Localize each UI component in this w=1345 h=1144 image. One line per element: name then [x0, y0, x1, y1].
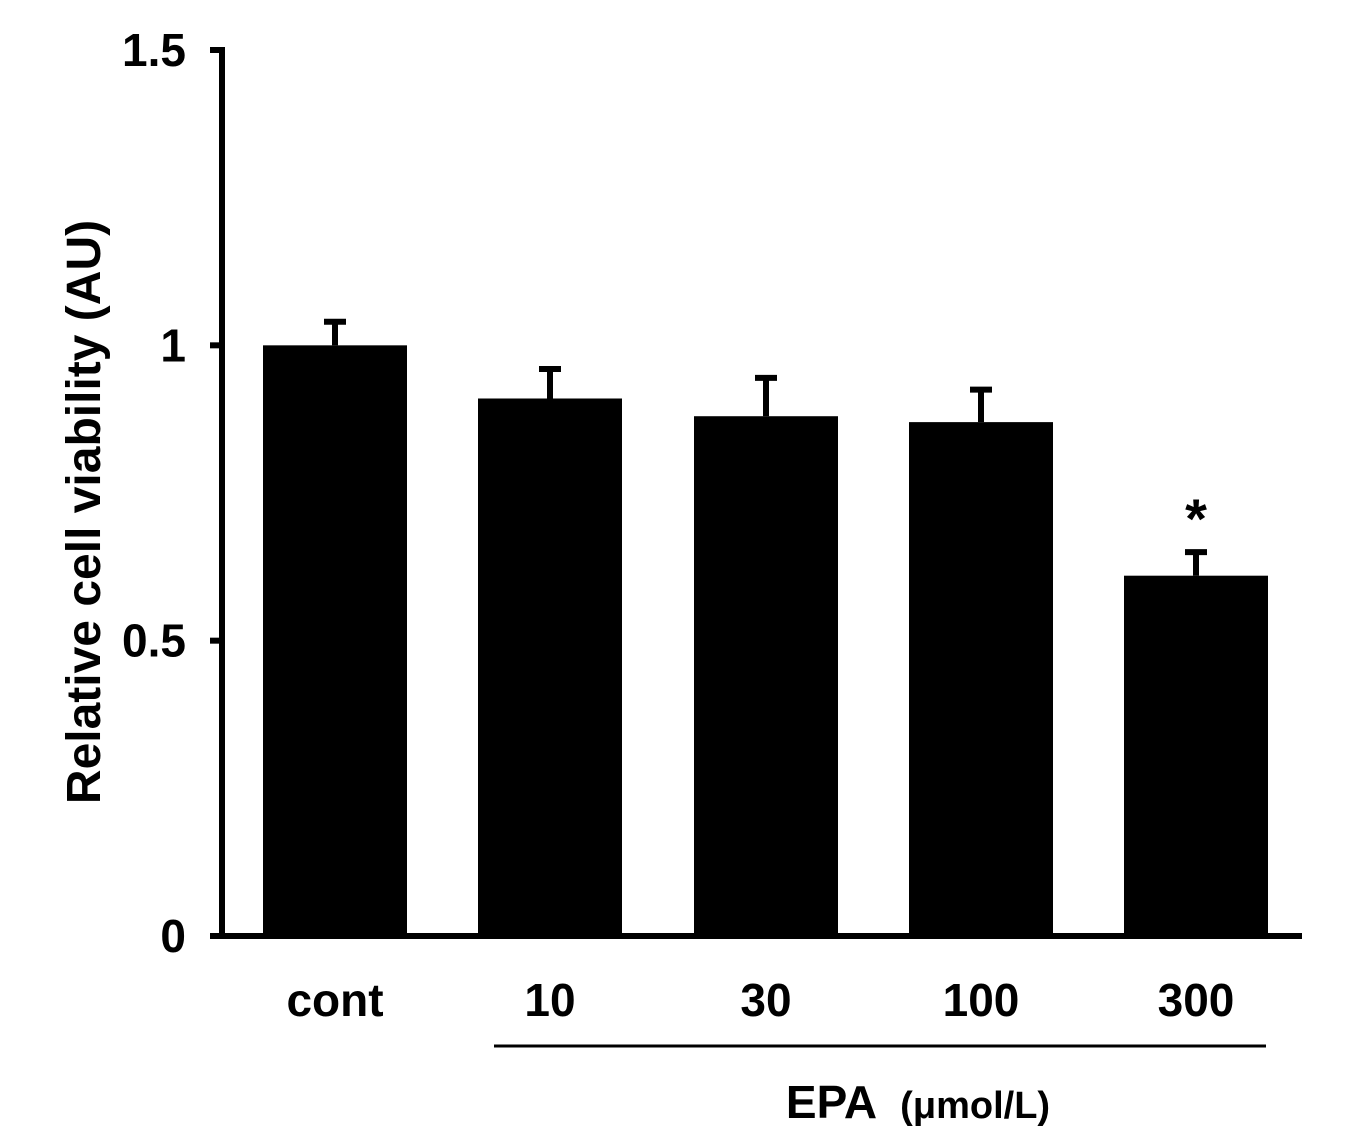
group-label-name: EPA [786, 1076, 876, 1128]
y-axis-label-group: Relative cell viability (AU) [58, 220, 111, 804]
x-tick-label-100: 100 [943, 974, 1020, 1026]
bars [263, 318, 1268, 936]
bar-cont [263, 345, 407, 936]
x-tick-label-10: 10 [524, 974, 575, 1026]
bar-100 [909, 422, 1053, 936]
x-tick-label-cont: cont [286, 974, 383, 1026]
group-label-area: EPA (μmol/L) [494, 1044, 1266, 1128]
y-axis-label: Relative cell viability (AU) [58, 220, 111, 804]
x-tick-label-300: 300 [1158, 974, 1235, 1026]
group-label: EPA (μmol/L) [786, 1076, 1050, 1128]
significance-marker: * [1185, 487, 1207, 550]
y-tick-label-0: 0 [160, 910, 186, 962]
y-tick-label-1: 1 [160, 319, 186, 371]
axes [210, 47, 1302, 939]
x-tick-label-30: 30 [740, 974, 791, 1026]
y-tick-label-1.5: 1.5 [122, 24, 186, 76]
labels: cont 10 30 100 300 * 0 0.5 1 1.5 [122, 24, 1234, 1026]
group-label-unit: (μmol/L) [900, 1085, 1050, 1127]
bar-30 [694, 416, 838, 936]
bar-300 [1124, 575, 1268, 936]
y-tick-label-0.5: 0.5 [122, 615, 186, 667]
bar-10 [478, 398, 622, 936]
